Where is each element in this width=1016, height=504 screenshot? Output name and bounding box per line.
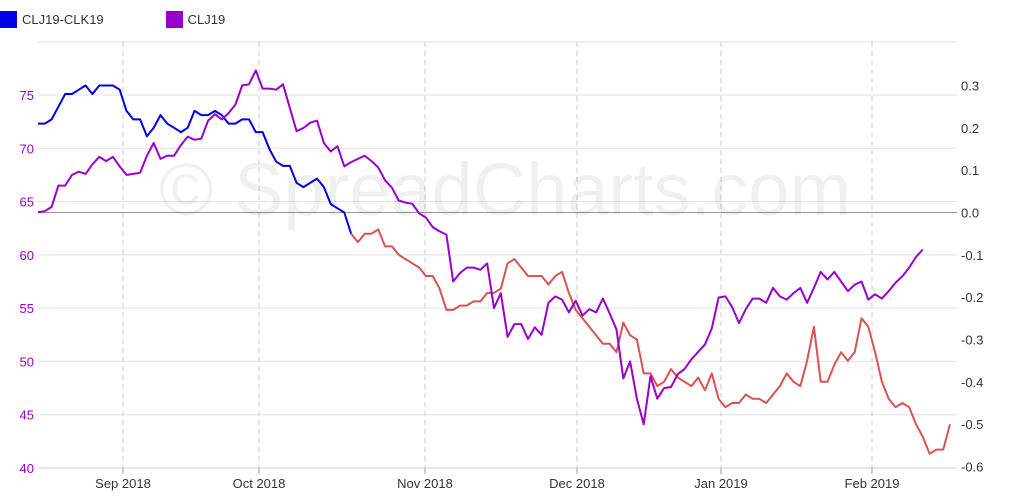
left-tick-label: 75 xyxy=(20,88,34,103)
left-tick-label: 55 xyxy=(20,301,34,316)
right-tick-label: -0.6 xyxy=(961,460,983,475)
right-tick-label: 0.1 xyxy=(961,163,979,178)
right-tick-label: -0.5 xyxy=(961,417,983,432)
chart-legend: CLJ19-CLK19 CLJ19 xyxy=(0,8,287,30)
x-tick-label: Feb 2019 xyxy=(845,476,900,491)
left-tick-label: 50 xyxy=(20,354,34,369)
outright-line xyxy=(37,69,924,426)
right-tick-label: -0.3 xyxy=(961,333,983,348)
right-tick-label: 0.2 xyxy=(961,121,979,136)
legend-label-outright: CLJ19 xyxy=(187,11,226,27)
grid-lines xyxy=(38,41,957,469)
right-tick-label: 0.0 xyxy=(961,206,979,221)
right-tick-label: 0.3 xyxy=(961,79,979,94)
legend-item-spread[interactable]: CLJ19-CLK19 xyxy=(0,10,104,28)
left-tick-label: 70 xyxy=(20,141,34,156)
x-tick-label: Jan 2019 xyxy=(694,476,748,491)
right-tick-label: -0.2 xyxy=(961,290,983,305)
left-tick-label: 40 xyxy=(20,461,34,476)
spread-line-segment xyxy=(350,228,951,455)
left-tick-label: 65 xyxy=(20,195,34,210)
x-tick-label: Sep 2018 xyxy=(95,476,151,491)
right-tick-label: -0.1 xyxy=(961,248,983,263)
legend-item-outright[interactable]: CLJ19 xyxy=(165,10,226,28)
series-lines xyxy=(37,69,951,455)
legend-label-spread: CLJ19-CLK19 xyxy=(22,11,104,27)
spread-line-segment xyxy=(38,84,353,235)
right-tick-label: -0.4 xyxy=(961,375,983,390)
legend-swatch-spread xyxy=(0,10,17,28)
left-tick-label: 60 xyxy=(20,248,34,263)
x-tick-label: Oct 2018 xyxy=(233,476,286,491)
x-tick-label: Nov 2018 xyxy=(397,476,453,491)
axes: 40 45 50 55 60 65 70 75 0.3 0.2 0.1 0.0 -0.1 -0.2 -0.3… xyxy=(20,79,984,492)
x-tick-label: Dec 2018 xyxy=(549,476,605,491)
legend-swatch-outright xyxy=(165,10,183,28)
watermark: © SpreadCharts.com xyxy=(159,148,851,231)
left-tick-label: 45 xyxy=(20,408,34,423)
